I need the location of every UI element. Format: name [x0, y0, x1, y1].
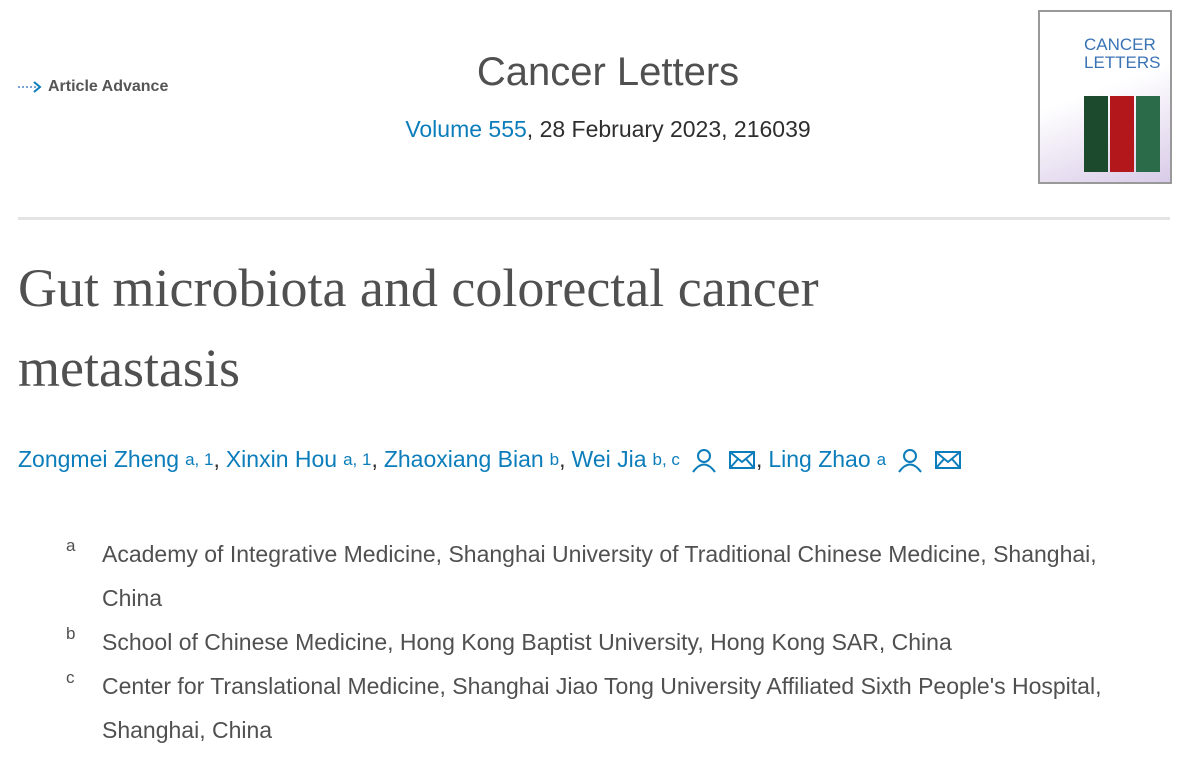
volume-link[interactable]: Volume 555	[405, 116, 527, 142]
separator: ,	[371, 446, 378, 472]
separator: ,	[213, 446, 220, 472]
author-affiliation-ref: a, 1	[343, 449, 372, 469]
author-name[interactable]: Ling Zhao	[768, 446, 871, 472]
affiliation-label: b	[66, 624, 76, 643]
affiliation-label: a	[66, 536, 76, 555]
cover-title: LETTERS	[1084, 53, 1161, 72]
author-name[interactable]: Xinxin Hou	[225, 446, 338, 472]
author-name[interactable]: Zongmei Zheng	[18, 446, 180, 472]
issue-info: , 28 February 2023, 216039	[526, 116, 811, 142]
affiliation-text: Center for Translational Medicine, Shang…	[102, 673, 1102, 743]
envelope-icon[interactable]	[934, 447, 962, 473]
affiliation-list: a Academy of Integrative Medicine, Shangh…	[66, 532, 1126, 752]
badge-text: Article Advance	[48, 78, 169, 95]
author-affiliation-ref: a, 1	[185, 449, 214, 469]
affiliation: c Center for Translational Medicine, Shan…	[66, 664, 1126, 752]
envelope-icon[interactable]	[728, 447, 756, 473]
affiliation: b School of Chinese Medicine, Hong Kong B…	[66, 620, 1126, 664]
affiliation-text: Academy of Integrative Medicine, Shangha…	[102, 541, 1097, 611]
affiliation-label: c	[66, 668, 75, 687]
cover-title: CANCER	[1084, 35, 1156, 54]
author-affiliation-ref: a	[876, 449, 887, 469]
author-list: Zongmei Zheng a, 1, Xinxin Hou a, 1, Zhaoxia…	[18, 446, 962, 473]
author-name[interactable]: Zhaoxiang Bian	[383, 446, 544, 472]
article-title: Gut microbiota and colorectal cancer met…	[18, 258, 819, 398]
affiliation: a Academy of Integrative Medicine, Shangh…	[66, 532, 1126, 620]
cover-panel	[1110, 96, 1134, 172]
author-name[interactable]: Wei Jia	[571, 446, 647, 472]
cover-panel	[1084, 96, 1108, 172]
author-affiliation-ref: b	[549, 449, 560, 469]
divider	[18, 217, 1170, 220]
separator: ,	[755, 446, 763, 472]
journal-title[interactable]: Cancer Letters	[476, 50, 740, 94]
article-advance-badge: Article Advance	[18, 78, 168, 96]
person-icon[interactable]	[896, 447, 924, 473]
separator: ,	[559, 446, 566, 472]
volume-line: Volume 555, 28 February 2023, 216039	[300, 116, 916, 143]
affiliation-text: School of Chinese Medicine, Hong Kong Ba…	[102, 629, 952, 655]
author-affiliation-ref: b, c	[652, 449, 680, 469]
journal-cover[interactable]: CANCER LETTERS	[1038, 10, 1172, 184]
badge-icon	[18, 81, 42, 93]
cover-panel	[1136, 96, 1160, 172]
person-icon[interactable]	[690, 447, 718, 473]
